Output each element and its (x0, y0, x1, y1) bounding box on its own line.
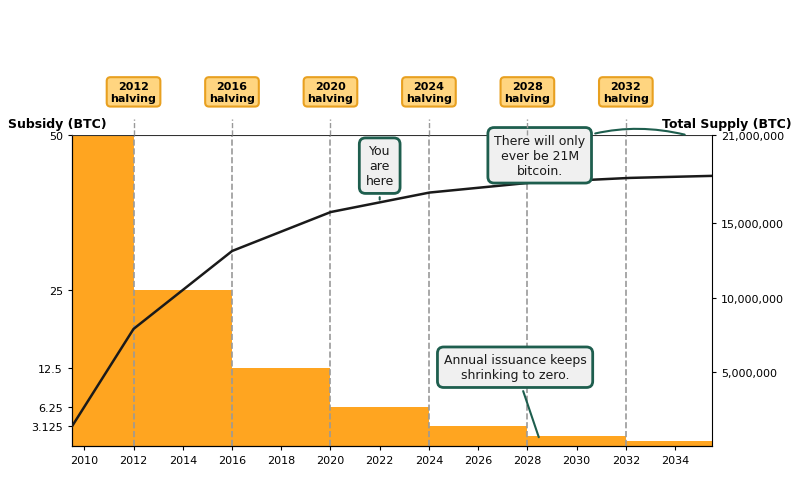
Bar (72, 135, 134, 446)
Text: 2024
halving: 2024 halving (406, 82, 452, 104)
Bar (232, 368, 330, 446)
Text: 2020
halving: 2020 halving (307, 82, 354, 104)
Bar (330, 407, 429, 446)
Text: You
are
here: You are here (366, 145, 394, 200)
Text: 2028
halving: 2028 halving (505, 82, 550, 104)
Text: Subsidy (BTC): Subsidy (BTC) (8, 117, 106, 130)
Text: 2032
halving: 2032 halving (603, 82, 649, 104)
Bar (429, 426, 527, 446)
Bar (527, 436, 626, 446)
Text: 2012
halving: 2012 halving (110, 82, 157, 104)
Text: Total Supply (BTC): Total Supply (BTC) (662, 117, 792, 130)
Text: Annual issuance keeps
shrinking to zero.: Annual issuance keeps shrinking to zero. (444, 354, 586, 437)
Text: 2016
halving: 2016 halving (209, 82, 255, 104)
Bar (134, 291, 232, 446)
Bar (626, 441, 724, 446)
Text: There will only
ever be 21M
bitcoin.: There will only ever be 21M bitcoin. (494, 130, 685, 177)
